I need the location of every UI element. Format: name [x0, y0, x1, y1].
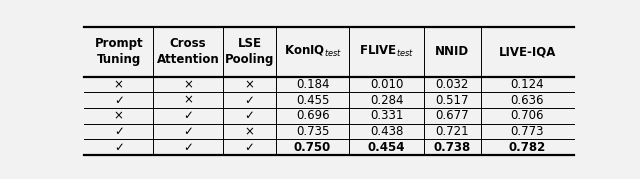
- Text: ✓: ✓: [183, 109, 193, 122]
- Text: ×: ×: [183, 78, 193, 91]
- Text: ✓: ✓: [114, 125, 124, 138]
- Text: LIVE-IQA: LIVE-IQA: [499, 45, 556, 58]
- Text: ✓: ✓: [244, 109, 254, 122]
- Text: 0.454: 0.454: [368, 141, 405, 154]
- Text: NNID: NNID: [435, 45, 469, 58]
- Text: Prompt
Tuning: Prompt Tuning: [94, 37, 143, 66]
- Text: 0.455: 0.455: [296, 94, 330, 107]
- Text: ×: ×: [114, 78, 124, 91]
- Text: ✓: ✓: [244, 141, 254, 154]
- Text: 0.184: 0.184: [296, 78, 330, 91]
- Text: LSE
Pooling: LSE Pooling: [225, 37, 274, 66]
- Text: ×: ×: [114, 109, 124, 122]
- Text: 0.010: 0.010: [370, 78, 403, 91]
- Text: 0.284: 0.284: [370, 94, 403, 107]
- Text: 0.331: 0.331: [370, 109, 403, 122]
- Text: ✓: ✓: [183, 141, 193, 154]
- Text: ✓: ✓: [183, 125, 193, 138]
- Text: 0.721: 0.721: [435, 125, 469, 138]
- Text: 0.735: 0.735: [296, 125, 330, 138]
- Text: 0.738: 0.738: [434, 141, 471, 154]
- Text: 0.773: 0.773: [510, 125, 544, 138]
- Text: 0.782: 0.782: [509, 141, 546, 154]
- Text: 0.706: 0.706: [510, 109, 544, 122]
- Text: 0.696: 0.696: [296, 109, 330, 122]
- Text: ✓: ✓: [244, 94, 254, 107]
- Text: 0.438: 0.438: [370, 125, 403, 138]
- Text: ×: ×: [183, 94, 193, 107]
- Text: ×: ×: [244, 125, 254, 138]
- Text: 0.677: 0.677: [435, 109, 469, 122]
- Text: 0.636: 0.636: [510, 94, 544, 107]
- Text: ×: ×: [244, 78, 254, 91]
- Text: ✓: ✓: [114, 141, 124, 154]
- Text: ✓: ✓: [114, 94, 124, 107]
- Text: 0.032: 0.032: [436, 78, 469, 91]
- Text: Cross
Attention: Cross Attention: [157, 37, 220, 66]
- Text: 0.124: 0.124: [510, 78, 544, 91]
- Text: FLIVE$_{test}$: FLIVE$_{test}$: [359, 44, 414, 59]
- Text: KonIQ$_{test}$: KonIQ$_{test}$: [284, 44, 342, 59]
- Text: 0.750: 0.750: [294, 141, 332, 154]
- Text: 0.517: 0.517: [435, 94, 469, 107]
